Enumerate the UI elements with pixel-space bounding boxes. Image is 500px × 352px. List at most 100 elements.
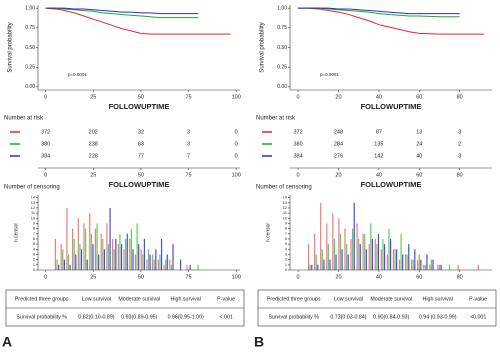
censor-bar (54, 238, 57, 270)
x-tick-label: 75 (185, 172, 191, 178)
censor-bar (129, 238, 131, 270)
censor-bar (180, 259, 182, 270)
x-tick-label: 25 (90, 274, 96, 280)
x-tick-label: 0 (297, 274, 300, 280)
y-tick-label: 12 (283, 206, 287, 210)
censor-bar (423, 264, 425, 270)
x-tick-label: 80 (457, 94, 463, 100)
censor-bar (438, 264, 441, 270)
table-cell: 0.73(0.03-0.84) (330, 314, 366, 320)
censor-bar (335, 254, 337, 270)
censor-bar (172, 244, 174, 270)
censor-bar (89, 213, 91, 270)
risk-count: 32 (138, 129, 144, 135)
censor-bar (388, 228, 390, 270)
censor-bar (56, 259, 58, 270)
risk-count: 284 (334, 141, 343, 147)
censor-bar (170, 264, 172, 270)
censor-bar (326, 223, 328, 270)
x-tick-label: 25 (90, 94, 96, 100)
censor-bar (364, 233, 366, 270)
risk-count: 40 (416, 153, 422, 159)
censor-bar (414, 249, 416, 270)
censor-bar (386, 254, 388, 270)
risk-count: 3 (187, 129, 190, 135)
table-cell: Low survival (82, 296, 111, 302)
y-tick-label: 7 (285, 232, 287, 236)
y-tick-label: 1 (33, 263, 35, 267)
table-cell: P-value (217, 296, 235, 302)
risk-count: 3 (187, 141, 190, 147)
censor-bar (165, 259, 167, 270)
censor-bar (424, 264, 426, 270)
y-tick-label: 1 (285, 263, 287, 267)
x-tick-label: 50 (138, 94, 144, 100)
censor-bar (73, 238, 75, 270)
censor-bar (389, 238, 392, 270)
censor-bar (406, 254, 408, 270)
table-cell: Low survival (334, 296, 363, 302)
y-tick-label: 0.25 (277, 65, 287, 71)
censor-bar (62, 249, 64, 270)
y-tick-label: 12 (31, 206, 35, 210)
y-tick-label: 0.50 (25, 45, 35, 51)
censor-bar (350, 238, 352, 270)
risk-count: 372 (293, 129, 302, 135)
censor-bar (143, 238, 146, 270)
y-tick-label: 6 (33, 237, 35, 241)
censor-bar (309, 264, 311, 270)
x-tick-label: 0 (297, 94, 300, 100)
censor-bar (411, 259, 413, 270)
censor-bar (317, 264, 319, 270)
censor-bar (321, 249, 323, 270)
y-tick-label: 14 (283, 196, 287, 200)
censor-bar (113, 249, 115, 270)
censor-bar (477, 264, 479, 270)
y-tick-label: 3 (285, 252, 287, 256)
y-tick-label: 1.00 (25, 5, 35, 11)
risk-count: 0 (235, 153, 238, 159)
censor-bar (142, 254, 144, 270)
survival-curve (298, 7, 484, 35)
y-tick-label: 2 (33, 258, 35, 262)
risk-count: 2 (458, 141, 461, 147)
survival-curve (45, 7, 199, 15)
y-tick-label: 0 (285, 268, 287, 272)
y-tick-label: 0.50 (277, 45, 287, 51)
risk-count: 380 (293, 141, 302, 147)
censor-bar (119, 233, 121, 270)
risk-count: 384 (41, 153, 50, 159)
y-tick-label: 13 (31, 201, 35, 205)
censor-bar (308, 244, 310, 270)
survival-curve (45, 7, 231, 35)
y-tick-label: 7 (33, 232, 35, 236)
table-cell: High survival (171, 296, 201, 302)
y-tick-label: 10 (31, 216, 35, 220)
censor-bar (338, 218, 340, 270)
censor-bar (417, 259, 419, 270)
x-tick-label: 50 (138, 274, 144, 280)
censor-bar (356, 223, 358, 270)
censor-bar (402, 254, 404, 270)
censor-bar (83, 223, 85, 270)
censor-bar (362, 233, 364, 270)
censor-bar (347, 254, 349, 270)
censor-bar (448, 264, 451, 270)
x-tick-label: 20 (335, 172, 341, 178)
x-tick-label: 25 (90, 172, 96, 178)
censor-bar (107, 244, 110, 270)
censor-bar (130, 228, 132, 270)
censor-bar (85, 228, 87, 270)
y-tick-label: 9 (285, 221, 287, 225)
risk-count: 202 (89, 129, 98, 135)
censor-bar (404, 254, 407, 270)
censor-bar (426, 254, 428, 270)
censor-bar (80, 249, 83, 270)
censor-bar (169, 259, 171, 270)
y-axis-title: Survival probability (260, 22, 266, 72)
x-tick-label: 75 (185, 94, 191, 100)
annotation: p=0.0001 (320, 72, 339, 77)
censor-bar (163, 264, 165, 270)
x-axis-title: FOLLOWUPTIME (109, 180, 170, 189)
